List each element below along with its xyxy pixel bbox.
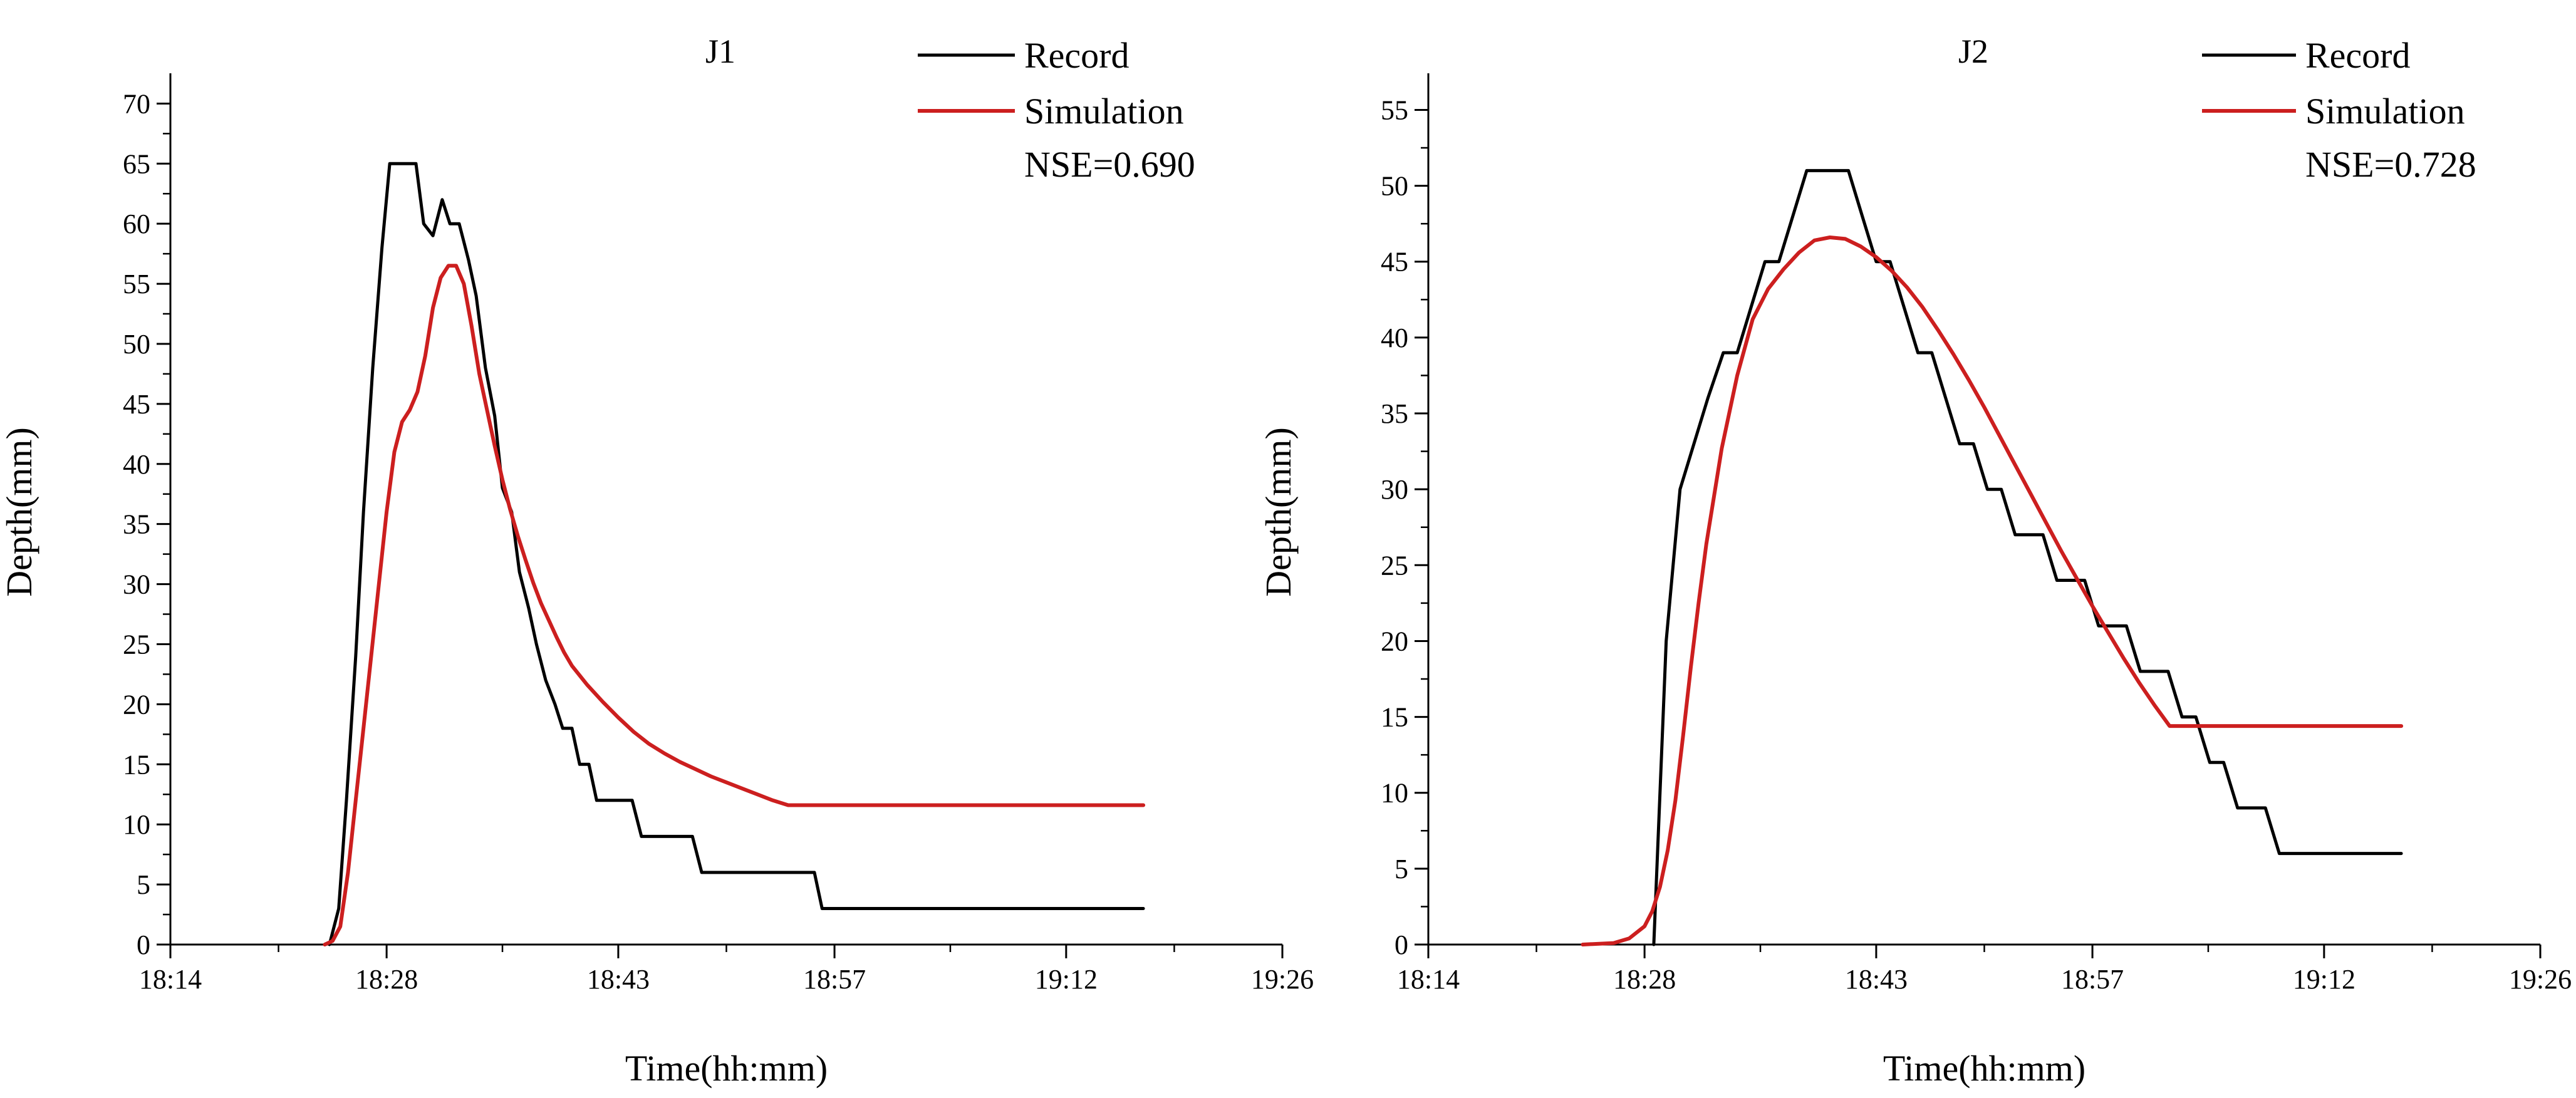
series-line-record: [1652, 168, 2403, 946]
y-tick-label: 50: [123, 329, 150, 360]
x-tick-label: 19:12: [1035, 964, 1098, 995]
legend: Record Simulation NSE=0.690: [918, 35, 1195, 185]
legend-label-record: Record: [2305, 35, 2411, 76]
y-tick-label: 70: [123, 88, 150, 119]
chart-title: J1: [705, 33, 735, 70]
x-tick-label: 19:26: [1251, 964, 1314, 995]
legend-label-simulation: Simulation: [2305, 91, 2465, 132]
x-tick-label: 18:28: [355, 964, 418, 995]
y-tick-label: 50: [1381, 171, 1408, 202]
x-tick-label: 19:26: [2509, 964, 2572, 995]
y-tick-label: 55: [1381, 95, 1408, 125]
chart-title: J2: [1958, 33, 1988, 70]
y-tick-label: 5: [137, 869, 150, 900]
y-tick-label: 35: [123, 509, 150, 540]
y-tick-label: 55: [123, 269, 150, 299]
nse-annotation: NSE=0.690: [1024, 144, 1195, 185]
y-tick-label: 0: [1394, 930, 1408, 960]
series-line-simulation: [1581, 236, 2404, 946]
chart-panel-j1: 0 5 10 15 20 25 30 35 40 45 50 55 60 65 70 18:14 18:28 18…: [0, 33, 1314, 1089]
legend: Record Simulation NSE=0.728: [2202, 35, 2476, 185]
x-tick-label: 18:14: [139, 964, 202, 995]
y-tick-label: 45: [1381, 247, 1408, 277]
y-tick-label: 25: [123, 629, 150, 660]
x-tick-label: 18:43: [587, 964, 650, 995]
x-tick-label: 18:57: [2061, 964, 2124, 995]
y-tick-label: 20: [123, 689, 150, 720]
x-axis-label: Time(hh:mm): [625, 1048, 828, 1089]
y-tick-label: 10: [1381, 778, 1408, 809]
nse-annotation: NSE=0.728: [2305, 144, 2476, 185]
y-tick-label: 20: [1381, 626, 1408, 656]
x-tick-label: 19:12: [2293, 964, 2355, 995]
series-line-simulation: [323, 264, 1146, 946]
y-tick-label: 5: [1394, 854, 1408, 884]
y-tick-label: 40: [123, 449, 150, 480]
x-tick-label: 18:43: [1845, 964, 1908, 995]
y-tick-label: 30: [123, 569, 150, 600]
y-tick-label: 15: [123, 749, 150, 780]
y-axis-label: Depth(mm): [1258, 427, 1299, 597]
y-tick-label: 10: [123, 809, 150, 840]
legend-label-simulation: Simulation: [1024, 91, 1184, 132]
y-axis-label: Depth(mm): [0, 427, 39, 597]
x-tick-label: 18:14: [1397, 964, 1460, 995]
y-tick-label: 15: [1381, 702, 1408, 733]
y-tick-label: 30: [1381, 474, 1408, 505]
y-tick-label: 35: [1381, 398, 1408, 429]
x-tick-label: 18:57: [803, 964, 866, 995]
y-tick-label: 25: [1381, 550, 1408, 581]
y-tick-label: 45: [123, 389, 150, 420]
chart-panel-j2: 0 5 10 15 20 25 30 35 40 45 50 55 18:14 18:28 18:43 18:…: [1258, 33, 2572, 1089]
y-tick-label: 65: [123, 148, 150, 179]
y-tick-label: 0: [137, 930, 150, 960]
series-line-record: [328, 162, 1145, 946]
x-axis-label: Time(hh:mm): [1883, 1048, 2085, 1089]
legend-label-record: Record: [1024, 35, 1130, 76]
y-tick-label: 40: [1381, 323, 1408, 353]
y-tick-label: 60: [123, 209, 150, 239]
x-tick-label: 18:28: [1613, 964, 1676, 995]
